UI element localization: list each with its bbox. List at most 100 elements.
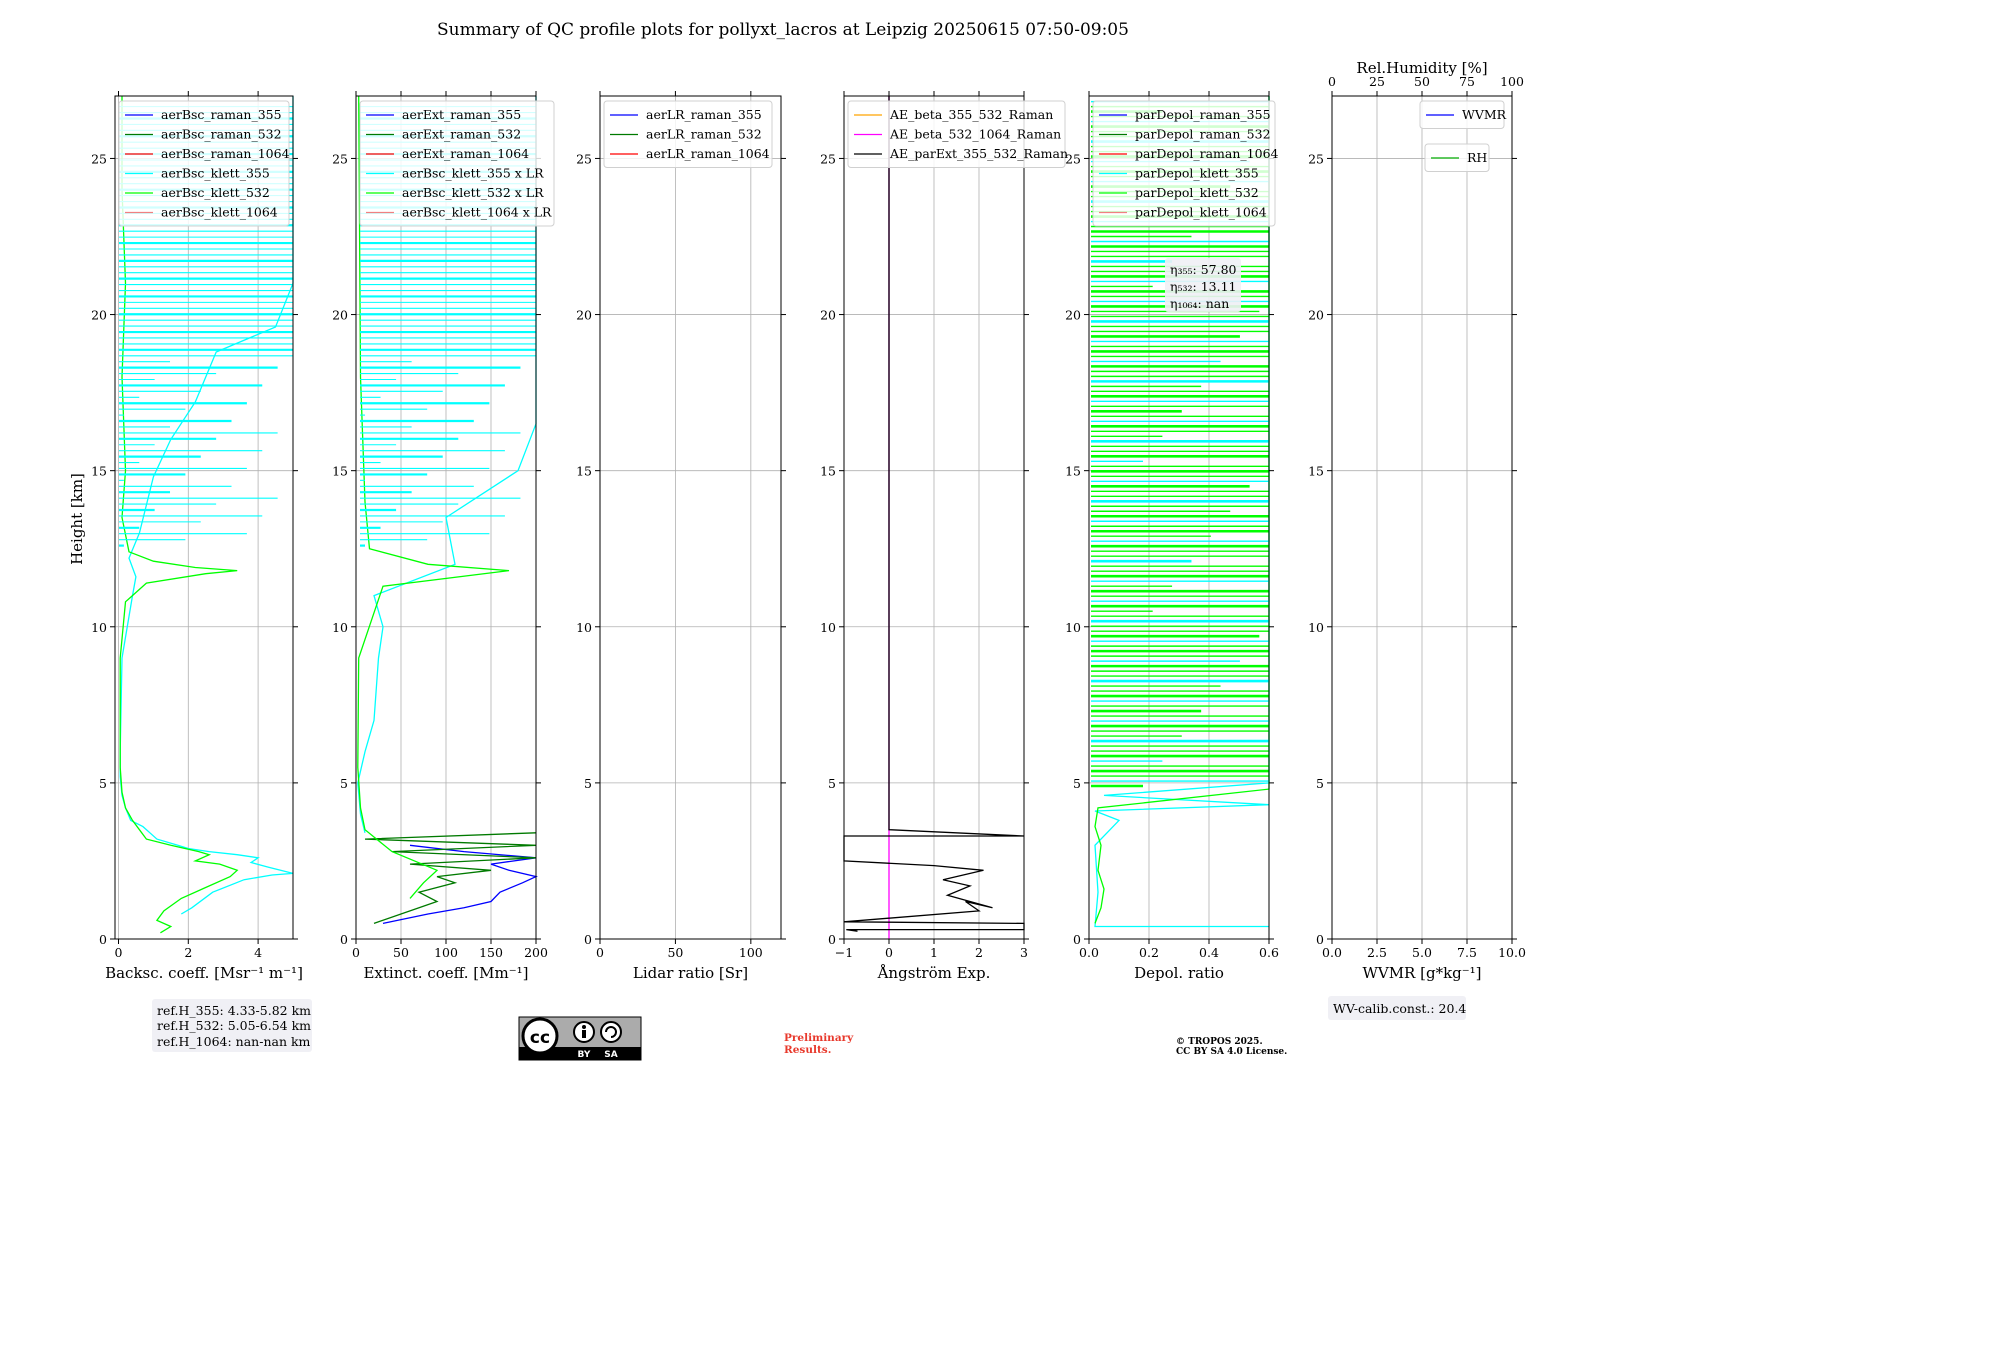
badge-by-label: BY: [578, 1050, 591, 1060]
badge-sa-label: SA: [604, 1050, 617, 1060]
x-tick-label-2: 100: [739, 945, 763, 960]
legend-entry-5: parDepol_klett_1064: [1135, 205, 1267, 220]
panel-extinction: 0 50 100 150 200 0 5 10 15 20 25 Extinct. coeff. [M…: [332, 91, 555, 982]
legend-box: [847, 100, 1066, 168]
y-tick-label-2: 10: [1065, 620, 1081, 635]
x-tick-label-1: 2.5: [1367, 945, 1387, 960]
x-tick-label-2: 1: [930, 945, 938, 960]
by-person-head: [582, 1025, 586, 1029]
cc-circle-icon: [521, 1017, 559, 1055]
legend-entry-0: aerLR_raman_355: [646, 107, 762, 122]
y-tick-label-2: 10: [820, 620, 836, 635]
x-tick-label-0: −1: [835, 945, 853, 960]
legend: aerExt_raman_355 aerExt_raman_532 aerExt_r…: [359, 100, 555, 227]
legend-entry-1: aerExt_raman_532: [402, 127, 521, 142]
sa-arrow-path: [605, 1026, 617, 1038]
axes-frame: [599, 95, 782, 940]
eta-annotation-1: η₅₃₂: 13.11: [1170, 279, 1237, 294]
x-axis-label: Depol. ratio: [1134, 964, 1224, 982]
legend: parDepol_raman_355 parDepol_raman_532 parD…: [1092, 100, 1279, 227]
x-tick-label-3: 150: [479, 945, 503, 960]
y-tick-label-4: 20: [1065, 308, 1081, 323]
x-tick-label-4: 10.0: [1498, 945, 1526, 960]
y-tick-label-2: 10: [91, 620, 107, 635]
x-tick-label-4: 200: [524, 945, 548, 960]
x-tick-label-1: 0: [885, 945, 893, 960]
x-tick-label-0: 0.0: [1079, 945, 1099, 960]
y-tick-label-0: 0: [828, 932, 836, 947]
legend-entry-5: aerBsc_klett_1064: [161, 205, 278, 220]
y-tick-label-4: 20: [576, 308, 592, 323]
top-x-axis-label: Rel.Humidity [%]: [1356, 59, 1487, 77]
series-aerBsc_klett_532 x LR: [357, 95, 510, 899]
y-tick-label-0: 0: [1316, 932, 1324, 947]
wv-calib-background: [1328, 996, 1466, 1020]
x-tick-label-4: 3: [1020, 945, 1028, 960]
legend-entry-4: aerBsc_klett_532: [161, 185, 270, 200]
legend-entry-0: aerExt_raman_355: [402, 107, 521, 122]
top-x-tick-label-4: 100: [1500, 74, 1524, 89]
legend-entry-3: parDepol_klett_355: [1135, 166, 1259, 181]
legend: aerBsc_raman_355 aerBsc_raman_532 aerBsc_r…: [118, 100, 290, 227]
preliminary-line-1: Preliminary: [784, 1032, 854, 1044]
y-tick-label-5: 25: [91, 151, 107, 166]
axes-frame: [1088, 95, 1270, 940]
by-person-body: [582, 1030, 586, 1038]
y-tick-label-5: 25: [1308, 151, 1324, 166]
legend-entry-1: aerLR_raman_532: [646, 127, 762, 142]
panel-wvmr_rh: 0.0 2.5 5.0 7.5 10.0 0 5 10 15 20 25 WVMR [g*kg⁻¹] R…: [1308, 59, 1526, 982]
depol-eta-annotations: η₃₅₅: 57.80 η₅₃₂: 13.11 η₁₀₆₄: nan: [1165, 258, 1241, 312]
x-axis-label: WVMR [g*kg⁻¹]: [1362, 964, 1481, 982]
top-x-tick-label-3: 75: [1459, 74, 1475, 89]
legend-entry-2: AE_parExt_355_532_Raman: [889, 146, 1068, 161]
preliminary-line-2: Results.: [784, 1044, 831, 1056]
legend-entry-5: aerBsc_klett_1064 x LR: [402, 205, 552, 220]
legend-entry-3: aerBsc_klett_355: [161, 166, 270, 181]
legend-entry-0: AE_beta_355_532_Raman: [889, 107, 1053, 122]
y-tick-label-5: 25: [576, 151, 592, 166]
copyright-line-1: © TROPOS 2025.: [1176, 1037, 1263, 1047]
y-tick-label-1: 5: [99, 776, 107, 791]
top-x-tick-label-0: 0: [1328, 74, 1336, 89]
sa-arrow-icon: [600, 1021, 622, 1043]
legend-entry-0: RH: [1467, 150, 1487, 165]
cc-letters: cc: [530, 1028, 550, 1048]
x-tick-label-1: 50: [667, 945, 683, 960]
x-tick-label-3: 2: [975, 945, 983, 960]
x-axis-label: Backsc. coeff. [Msr⁻¹ m⁻¹]: [105, 964, 303, 982]
legend-rh: RH: [1424, 143, 1490, 172]
legend-entry-2: aerExt_raman_1064: [402, 146, 529, 161]
top-x-tick-label-1: 25: [1369, 74, 1385, 89]
legend-entry-2: aerBsc_raman_1064: [161, 146, 290, 161]
x-tick-label-0: 0: [596, 945, 604, 960]
wv-calib-box: WV-calib.const.: 20.4: [1328, 996, 1466, 1020]
copyright-line-2: CC BY SA 4.0 License.: [1176, 1047, 1287, 1057]
series-parDepol_klett_532: [1094, 96, 1270, 924]
top-x-tick-label-2: 50: [1414, 74, 1430, 89]
y-tick-label-0: 0: [99, 932, 107, 947]
x-axis-label: Extinct. coeff. [Mm⁻¹]: [363, 964, 528, 982]
qc-profile-figure: Summary of QC profile plots for pollyxt_…: [68, 20, 1526, 1061]
legend-box: [1092, 100, 1276, 227]
x-axis-label: Ångström Exp.: [877, 964, 991, 982]
x-axis-label: Lidar ratio [Sr]: [633, 964, 748, 982]
y-tick-label-4: 20: [91, 308, 107, 323]
legend-entry-0: WVMR: [1462, 107, 1507, 122]
y-tick-label-2: 10: [1308, 620, 1324, 635]
x-tick-label-3: 7.5: [1457, 945, 1477, 960]
y-tick-label-0: 0: [584, 932, 592, 947]
legend-entry-2: parDepol_raman_1064: [1135, 146, 1279, 161]
legend-entry-0: aerBsc_raman_355: [161, 107, 282, 122]
annotation-box: [1165, 258, 1241, 312]
figure-title: Summary of QC profile plots for pollyxt_…: [437, 20, 1129, 40]
y-tick-label-3: 15: [1308, 464, 1324, 479]
ref-height-355: ref.H_355: 4.33-5.82 km: [157, 1003, 311, 1018]
ref-height-1064: ref.H_1064: nan-nan km: [157, 1034, 311, 1049]
x-tick-label-1: 50: [393, 945, 409, 960]
x-tick-label-0: 0: [115, 945, 123, 960]
series-aerBsc_klett_532: [119, 96, 239, 934]
cc-by-sa-icon: cc BY SA: [518, 1016, 642, 1061]
eta-annotation-0: η₃₅₅: 57.80: [1170, 262, 1237, 277]
y-tick-label-2: 10: [576, 620, 592, 635]
series-parDepol_klett_355: [1094, 96, 1270, 928]
